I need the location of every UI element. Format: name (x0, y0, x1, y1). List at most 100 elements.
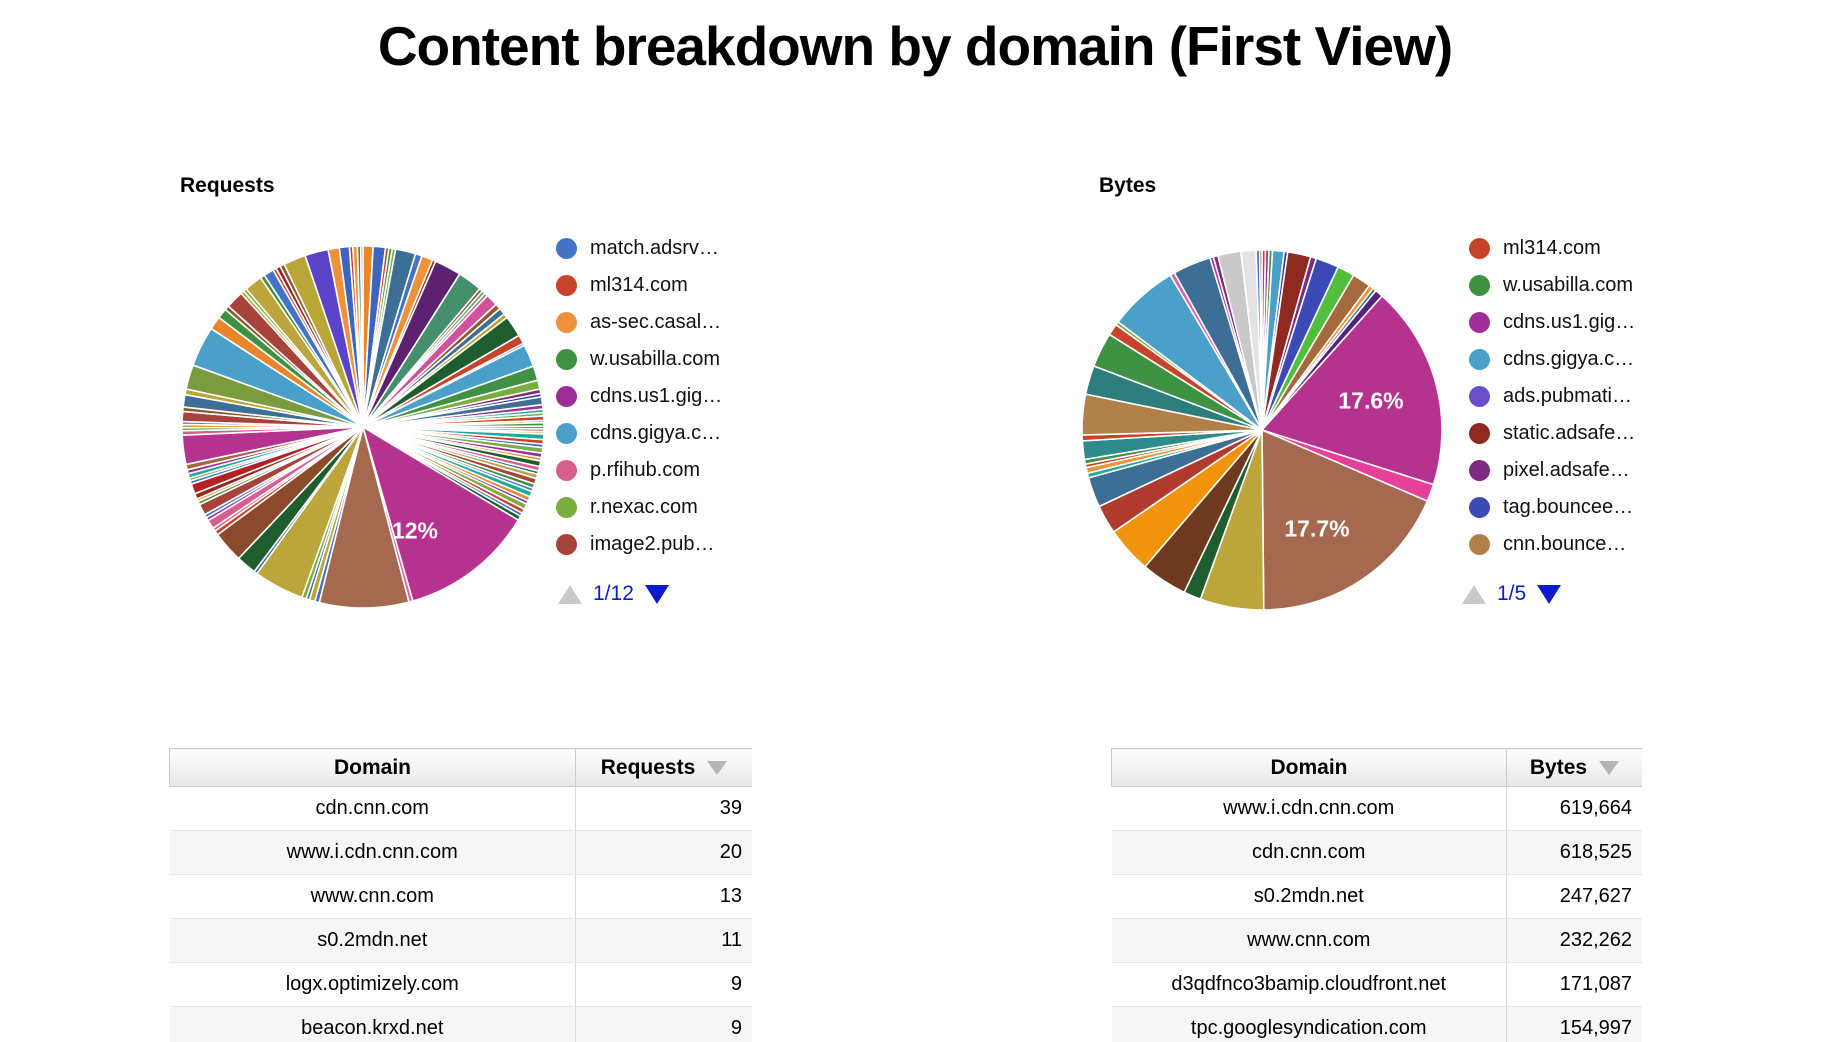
column-header-domain[interactable]: Domain (1111, 748, 1507, 787)
domain-cell[interactable]: www.i.cdn.cnn.com (1111, 786, 1507, 831)
pie-slice[interactable] (361, 425, 520, 602)
legend-item[interactable]: as-sec.casal… (556, 311, 722, 333)
table-row[interactable]: logx.optimizely.com 9 (169, 962, 752, 1007)
legend-label: cdns.gigya.c… (590, 422, 722, 444)
domain-cell[interactable]: tpc.googlesyndication.com (1111, 1006, 1507, 1042)
legend-label: p.rfihub.com (590, 459, 701, 481)
legend-item[interactable]: static.adsafe… (1469, 422, 1635, 444)
requests-chart-title: Requests (180, 174, 275, 197)
table-row[interactable]: www.i.cdn.cnn.com 20 (169, 830, 752, 875)
legend-next-page-icon[interactable] (1537, 584, 1562, 604)
legend-item[interactable]: match.adsrv… (556, 237, 722, 259)
legend-item[interactable]: cdns.us1.gig… (556, 385, 722, 407)
legend-color-dot (556, 460, 577, 481)
page-title: Content breakdown by domain (First View) (377, 15, 1453, 77)
value-cell[interactable]: 13 (575, 874, 752, 919)
legend-item[interactable]: image2.pub… (556, 533, 722, 555)
legend-label: cdns.us1.gig… (1503, 311, 1636, 333)
domain-cell[interactable]: www.cnn.com (1111, 918, 1507, 963)
bytes-chart-title: Bytes (1099, 174, 1157, 197)
requests-pie-chart[interactable]: 12% (180, 244, 546, 610)
bytes-pie-chart[interactable]: 17.6% 17.7% (1080, 248, 1444, 612)
table-row[interactable]: s0.2mdn.net 247,627 (1111, 874, 1642, 919)
pie-slice[interactable] (1260, 294, 1443, 486)
value-cell[interactable]: 619,664 (1506, 786, 1642, 831)
value-cell[interactable]: 154,997 (1506, 1006, 1642, 1042)
domain-cell[interactable]: s0.2mdn.net (169, 918, 576, 963)
bytes-legend: ml314.com w.usabilla.com cdns.us1.gig… cdns… (1469, 237, 1636, 555)
legend-item[interactable]: cnn.bounce… (1469, 533, 1635, 555)
value-cell[interactable]: 232,262 (1506, 918, 1642, 963)
legend-label: ml314.com (590, 274, 688, 296)
value-cell[interactable]: 247,627 (1506, 874, 1642, 919)
table-row[interactable]: www.i.cdn.cnn.com 619,664 (1111, 786, 1642, 831)
legend-item[interactable]: ml314.com (1469, 237, 1635, 259)
table-row[interactable]: cdn.cnn.com 618,525 (1111, 830, 1642, 875)
value-cell[interactable]: 20 (575, 830, 752, 875)
pie-slice-label: 17.6% (1338, 387, 1404, 414)
pie-slice[interactable] (1258, 249, 1263, 431)
legend-label: w.usabilla.com (590, 348, 721, 370)
legend-item[interactable]: cdns.gigya.c… (1469, 348, 1635, 370)
legend-label: r.nexac.com (590, 496, 698, 518)
legend-color-dot (556, 275, 577, 296)
legend-color-dot (556, 349, 577, 370)
pie-slice[interactable] (359, 245, 364, 428)
column-header-label: Bytes (1529, 755, 1588, 779)
legend-color-dot (1469, 312, 1490, 333)
domain-cell[interactable]: cdn.cnn.com (1111, 830, 1507, 875)
table-row[interactable]: beacon.krxd.net 9 (169, 1006, 752, 1042)
sort-desc-icon (707, 760, 728, 775)
legend-item[interactable]: pixel.adsafe… (1469, 459, 1635, 481)
legend-prev-page-icon[interactable] (558, 584, 582, 604)
legend-next-page-icon[interactable] (644, 584, 669, 604)
domain-cell[interactable]: cdn.cnn.com (169, 786, 576, 831)
table-row[interactable]: s0.2mdn.net 11 (169, 918, 752, 963)
domain-cell[interactable]: www.cnn.com (169, 874, 576, 919)
table-row[interactable]: d3qdfnco3bamip.cloudfront.net 171,087 (1111, 962, 1642, 1007)
requests-pie-svg[interactable] (180, 244, 546, 610)
legend-item[interactable]: tag.bouncee… (1469, 496, 1635, 518)
bytes-pie-svg[interactable] (1080, 248, 1444, 612)
value-cell[interactable]: 171,087 (1506, 962, 1642, 1007)
table-row[interactable]: www.cnn.com 13 (169, 874, 752, 919)
domain-cell[interactable]: beacon.krxd.net (169, 1006, 576, 1042)
legend-item[interactable]: w.usabilla.com (1469, 274, 1635, 296)
legend-item[interactable]: r.nexac.com (556, 496, 722, 518)
legend-item[interactable]: cdns.gigya.c… (556, 422, 722, 444)
value-cell[interactable]: 618,525 (1506, 830, 1642, 875)
table-row[interactable]: tpc.googlesyndication.com 154,997 (1111, 1006, 1642, 1042)
legend-color-dot (1469, 460, 1490, 481)
legend-color-dot (556, 534, 577, 555)
domain-cell[interactable]: www.i.cdn.cnn.com (169, 830, 576, 875)
legend-page-indicator: 1/12 (593, 582, 634, 605)
legend-prev-page-icon[interactable] (1462, 584, 1486, 604)
value-cell[interactable]: 11 (575, 918, 752, 963)
table-row[interactable]: www.cnn.com 232,262 (1111, 918, 1642, 963)
table-header-row: Domain Bytes (1111, 748, 1642, 787)
pie-slice[interactable] (1261, 428, 1429, 611)
legend-color-dot (556, 312, 577, 333)
bytes-legend-pager: 1/5 (1462, 581, 1562, 607)
column-header-requests[interactable]: Requests (575, 748, 752, 787)
pie-slice-label: 12% (391, 517, 439, 544)
value-cell[interactable]: 9 (575, 962, 752, 1007)
legend-item[interactable]: cdns.us1.gig… (1469, 311, 1636, 333)
column-header-label: Domain (333, 755, 411, 779)
legend-label: pixel.adsafe… (1503, 459, 1630, 481)
table-row[interactable]: cdn.cnn.com 39 (169, 786, 752, 831)
legend-item[interactable]: p.rfihub.com (556, 459, 722, 481)
column-header-bytes[interactable]: Bytes (1506, 748, 1642, 787)
value-cell[interactable]: 9 (575, 1006, 752, 1042)
legend-item[interactable]: ml314.com (556, 274, 722, 296)
domain-cell[interactable]: d3qdfnco3bamip.cloudfront.net (1111, 962, 1507, 1007)
legend-item[interactable]: w.usabilla.com (556, 348, 722, 370)
pie-slice[interactable] (318, 426, 410, 609)
legend-page-indicator: 1/5 (1497, 582, 1527, 605)
value-cell[interactable]: 39 (575, 786, 752, 831)
column-header-domain[interactable]: Domain (169, 748, 576, 787)
legend-item[interactable]: ads.pubmati… (1469, 385, 1635, 407)
domain-cell[interactable]: logx.optimizely.com (169, 962, 576, 1007)
domain-cell[interactable]: s0.2mdn.net (1111, 874, 1507, 919)
